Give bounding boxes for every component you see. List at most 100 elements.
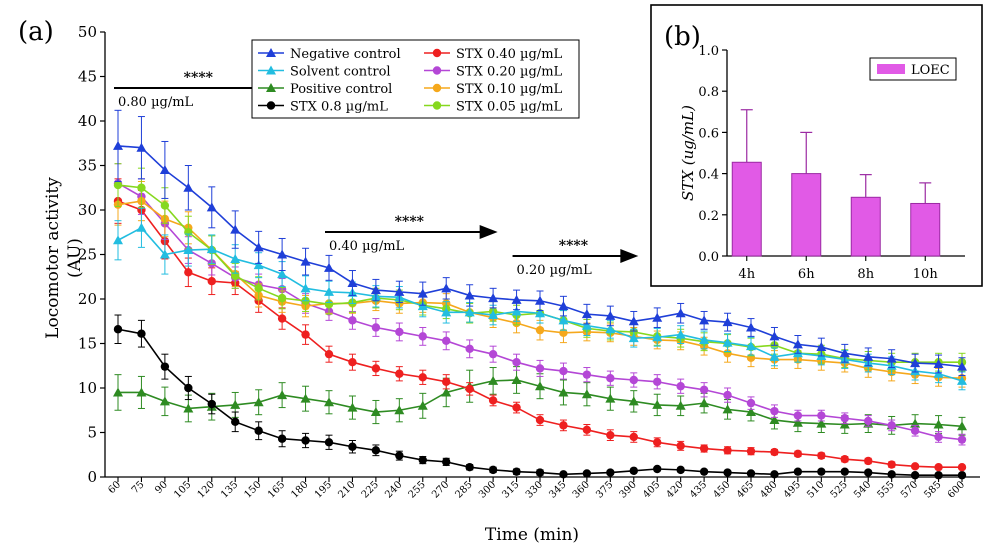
data-point <box>488 375 499 385</box>
data-point <box>581 320 592 330</box>
data-point <box>581 309 592 319</box>
data-point <box>136 387 147 397</box>
data-point <box>934 471 943 480</box>
legend-label: STX 0.40 µg/mL <box>456 47 563 62</box>
legend-item: STX 0.8 µg/mL <box>258 100 388 115</box>
panel-b-y-tick-label: 0.0 <box>698 250 719 265</box>
data-point <box>488 310 499 320</box>
data-point <box>652 332 663 342</box>
legend-item: STX 0.10 µg/mL <box>424 82 563 97</box>
data-point <box>324 397 334 407</box>
data-point <box>864 416 873 426</box>
data-point <box>910 462 920 471</box>
data-point <box>675 400 686 410</box>
data-point <box>442 336 451 346</box>
data-point <box>254 284 263 293</box>
x-tick-label: 150 <box>243 479 264 500</box>
legend-item: Solvent control <box>258 65 391 80</box>
data-point <box>230 253 241 263</box>
data-point <box>370 285 381 295</box>
bar-6h: 6h <box>791 131 822 282</box>
data-point <box>817 451 826 460</box>
x-tick-label: 60 <box>106 479 123 496</box>
data-point <box>535 381 545 391</box>
data-point <box>769 351 780 361</box>
data-point <box>464 307 475 317</box>
data-point <box>159 164 170 174</box>
data-point <box>230 399 241 409</box>
x-tick-label: 420 <box>665 479 686 500</box>
data-point <box>933 358 944 368</box>
data-point <box>159 396 170 406</box>
data-point <box>113 140 123 150</box>
panel-a-annotations: **** 0.80 µg/mL **** 0.40 µg/mL **** 0.20 µg/… <box>114 70 639 278</box>
data-point <box>746 341 756 351</box>
data-point <box>347 277 358 287</box>
y-tick-label: 30 <box>78 201 97 219</box>
data-point <box>442 457 451 467</box>
data-point <box>840 467 849 476</box>
annotation-arrowhead <box>479 225 498 239</box>
x-tick-label: 525 <box>829 479 850 500</box>
y-tick-label: 0 <box>87 468 97 486</box>
data-point <box>488 349 498 359</box>
panel-b-y-axis-label: STX (ug/mL) <box>679 105 697 201</box>
data-point <box>770 406 779 416</box>
data-point <box>699 467 709 476</box>
category-label: 6h <box>798 267 815 282</box>
panel-a: (a) Locomotor activity (AU) Time (min) 0… <box>18 17 980 545</box>
legend-marker <box>432 48 442 58</box>
data-point <box>488 465 498 475</box>
panel-a-y-axis-label: Locomotor activity (AU) <box>43 177 85 339</box>
data-point <box>957 471 967 480</box>
legend-label: STX 0.20 µg/mL <box>456 65 563 80</box>
annotation-significance: **** <box>184 70 214 86</box>
data-point <box>488 293 499 303</box>
data-point <box>886 353 897 363</box>
data-point <box>817 411 826 420</box>
data-point <box>605 310 616 320</box>
x-tick-label: 90 <box>153 479 170 496</box>
y-axis-label-line2: (AU) <box>65 238 85 278</box>
data-point <box>535 468 545 477</box>
legend-item: STX 0.20 µg/mL <box>424 65 563 80</box>
x-tick-label: 165 <box>266 479 287 500</box>
data-point <box>324 286 334 296</box>
data-point <box>417 400 428 410</box>
x-tick-label: 285 <box>454 479 475 500</box>
data-point <box>628 333 639 343</box>
data-point <box>934 463 943 472</box>
legend-item: STX 0.05 µg/mL <box>424 100 563 115</box>
data-point <box>277 314 287 323</box>
x-tick-label: 465 <box>735 479 756 500</box>
data-point <box>183 182 194 192</box>
bar-8h: 8h <box>850 174 881 282</box>
data-point <box>910 426 920 435</box>
data-point <box>417 288 428 298</box>
data-point <box>277 269 288 279</box>
data-point <box>277 434 287 443</box>
data-point <box>418 373 427 382</box>
data-point <box>559 470 568 479</box>
data-point <box>535 364 545 373</box>
data-point <box>581 389 592 399</box>
panel-b-y-tick-label: 0.6 <box>698 126 719 141</box>
annotation-2: **** 0.40 µg/mL <box>325 214 498 254</box>
y-tick-label: 15 <box>78 335 97 353</box>
data-point <box>254 426 263 435</box>
data-point <box>324 262 334 272</box>
data-point <box>113 387 123 397</box>
y-tick-label: 5 <box>87 424 97 442</box>
data-point <box>582 425 592 435</box>
x-tick-label: 480 <box>758 479 779 500</box>
y-tick-label: 50 <box>78 23 97 41</box>
panel-b-legend-frame <box>869 57 957 81</box>
category-label: 4h <box>738 267 755 282</box>
legend-label: Positive control <box>290 82 392 97</box>
data-point <box>113 325 123 334</box>
legend-marker <box>432 101 442 110</box>
legend-item: STX 0.40 µg/mL <box>424 47 563 62</box>
data-point <box>699 315 710 325</box>
data-point <box>769 415 780 425</box>
